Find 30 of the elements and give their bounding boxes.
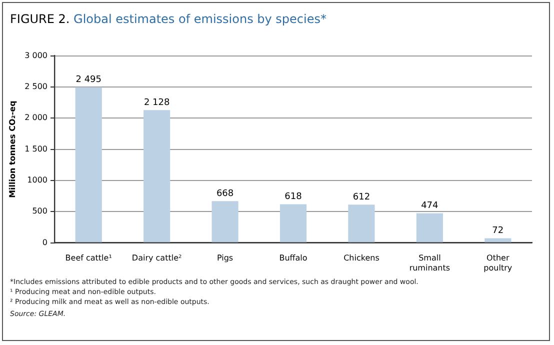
bar — [280, 204, 307, 242]
y-tick-label: 0 — [42, 238, 48, 247]
x-tick-label: Chickens — [344, 254, 380, 263]
data-label: 612 — [352, 192, 370, 202]
y-tick-label: 3 000 — [24, 50, 48, 60]
bar — [212, 201, 238, 242]
x-tick-label: Other poultry — [484, 254, 512, 272]
y-tick-label: 1000 — [27, 176, 48, 185]
x-tick-label: Small ruminants — [409, 254, 450, 272]
x-tick-label: Pigs — [216, 254, 234, 263]
data-label: 618 — [284, 192, 302, 202]
bar — [75, 87, 102, 242]
bar — [348, 204, 375, 242]
data-label: 72 — [492, 226, 504, 236]
bar — [416, 213, 443, 242]
x-tick-label: Buffalo — [279, 254, 308, 263]
y-axis-title: Million tonnes CO₂-eq — [8, 100, 17, 198]
data-label: 2 495 — [76, 75, 102, 86]
bar — [144, 110, 170, 242]
y-tick-label: 2 000 — [24, 113, 48, 122]
x-tick-label: Dairy cattle² — [132, 254, 182, 263]
bar — [484, 238, 512, 242]
y-tick-label: 2 500 — [24, 82, 48, 92]
data-label: 668 — [216, 189, 234, 200]
x-tick-label: Beef cattle¹ — [65, 254, 112, 263]
y-tick-label: 500 — [32, 206, 48, 216]
data-label: 474 — [421, 201, 439, 212]
y-tick-label: 1 500 — [24, 144, 48, 154]
data-label: 2 128 — [144, 98, 170, 108]
chart-title: FIGURE 2. Global estimates of emissions by species* — [10, 12, 326, 26]
